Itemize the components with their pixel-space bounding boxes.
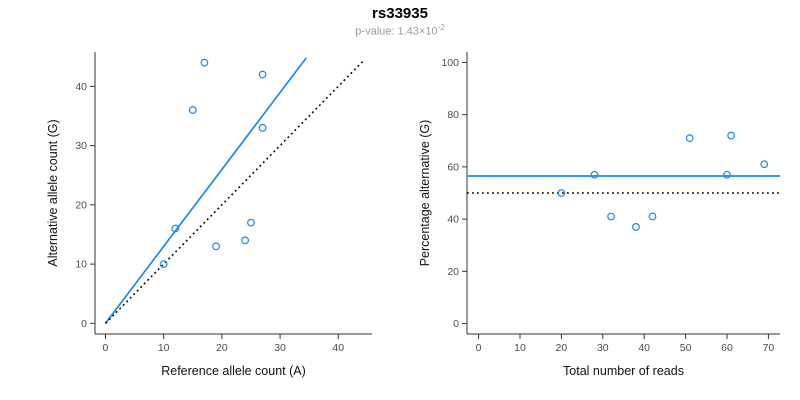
data-point: [590, 170, 599, 179]
data-point: [760, 160, 769, 169]
y-tick-label: 20: [75, 199, 87, 211]
data-point: [727, 131, 736, 140]
y-tick-label: 0: [81, 318, 87, 330]
x-tick-label: 50: [680, 342, 692, 354]
y-tick-label: 30: [75, 140, 87, 152]
x-tick-label: 20: [556, 342, 568, 354]
data-point: [607, 212, 615, 221]
data-point: [258, 70, 267, 79]
x-axis-title: Reference allele count (A): [161, 364, 306, 378]
y-tick-label: 20: [447, 266, 459, 278]
x-tick-label: 40: [332, 342, 344, 354]
y-tick-label: 10: [75, 259, 87, 271]
x-tick-label: 10: [158, 342, 170, 354]
x-tick-label: 30: [274, 342, 286, 354]
data-point: [159, 260, 168, 268]
data-point: [188, 106, 197, 114]
data-point: [247, 218, 255, 227]
p-value-exponent: -2: [437, 23, 445, 32]
y-tick-label: 100: [441, 57, 459, 69]
fit-line: [104, 57, 307, 324]
x-tick-label: 40: [638, 342, 650, 354]
x-tick-label: 70: [763, 342, 775, 354]
data-point: [212, 242, 220, 251]
x-tick-label: 20: [216, 342, 228, 354]
plots-row: 0 10 20 30 40 0 10 20 30 40 Reference allele count…: [0, 38, 800, 398]
data-point: [632, 223, 640, 231]
y-tick-label: 0: [453, 318, 459, 330]
x-tick-label: 30: [597, 342, 609, 354]
x-tick-label: 60: [721, 342, 733, 354]
p-value-text: p-value: 1.43×10: [355, 25, 438, 38]
x-tick-label: 0: [476, 342, 482, 354]
x-axis-title: Total number of reads: [563, 364, 684, 378]
scatter-plot-allele-counts: 0 10 20 30 40 0 10 20 30 40 Reference allele count…: [46, 52, 372, 378]
scatter-plot-percentage-alternative: 0 10 20 30 40 50 60 70 0 20 40 60 80 100 Total number …: [418, 52, 780, 378]
y-tick-label: 60: [447, 161, 459, 173]
data-point: [648, 212, 657, 221]
data-point: [258, 123, 267, 132]
p-value-subtitle: p-value: 1.43×10-2: [0, 23, 800, 38]
data-point: [241, 236, 250, 245]
figure-title: rs33935: [372, 5, 428, 22]
y-tick-label: 40: [447, 214, 459, 226]
data-point: [200, 58, 209, 67]
y-axis-title: Percentage alternative (G): [418, 120, 432, 267]
data-point: [685, 134, 694, 143]
y-axis-title: Alternative allele count (G): [46, 119, 60, 266]
y-tick-label: 80: [447, 109, 459, 121]
identity-line: [104, 59, 366, 324]
data-point: [723, 170, 731, 179]
x-tick-label: 10: [514, 342, 526, 354]
data-point: [171, 224, 180, 233]
data-point: [557, 189, 566, 197]
x-tick-label: 0: [103, 342, 109, 354]
y-tick-label: 40: [75, 81, 87, 93]
figure-header: rs33935 p-value: 1.43×10-2: [0, 5, 800, 38]
